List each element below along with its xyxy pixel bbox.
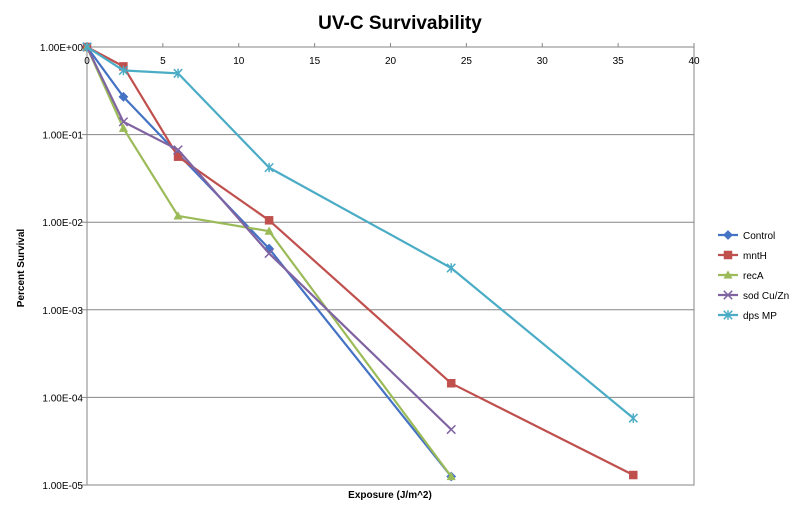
series-line	[86, 46, 634, 419]
x-tick-label: 40	[688, 56, 700, 67]
legend-item: mntH	[718, 250, 767, 262]
legend-label: dps MP	[743, 311, 777, 322]
y-axis-title: Percent Survival	[16, 229, 27, 308]
series-line	[86, 46, 634, 476]
x-tick-label: 35	[613, 56, 625, 67]
data-point	[446, 379, 456, 388]
legend-label: sod Cu/Zn	[743, 291, 789, 302]
series-group	[82, 42, 639, 482]
x-tick-label: 30	[537, 56, 549, 67]
y-tick-label: 1.00E-04	[42, 393, 83, 404]
data-point	[118, 123, 129, 132]
x-tick-label: 10	[233, 56, 245, 67]
data-point	[82, 42, 92, 52]
data-point	[118, 91, 129, 102]
y-tick-label: 1.00E-02	[42, 218, 83, 229]
data-point	[173, 152, 183, 161]
x-tick-label: 15	[309, 56, 321, 67]
series-sod-cu-zn	[82, 42, 456, 435]
x-tick-label: 20	[385, 56, 397, 67]
x-axis-title: Exposure (J/m^2)	[348, 490, 432, 501]
data-point	[173, 211, 183, 220]
legend-label: Control	[743, 231, 775, 242]
legend-marker	[723, 230, 733, 240]
y-axis-ticks: 1.00E+00 1.00E-01 1.00E-02 1.00E-03 1.00E-04…	[40, 43, 87, 492]
data-point	[118, 65, 129, 76]
legend-item: recA	[718, 270, 764, 282]
data-point	[629, 470, 638, 480]
data-point	[446, 263, 456, 273]
data-point	[264, 226, 274, 235]
data-point	[118, 117, 129, 127]
chart-title: UV-C Survivability	[318, 13, 482, 34]
series-dps-mp	[82, 42, 639, 423]
x-tick-label: 5	[160, 56, 166, 67]
legend-item: Control	[718, 230, 775, 242]
data-point	[173, 68, 183, 79]
x-tick-label: 0	[84, 56, 90, 67]
data-point	[264, 162, 274, 173]
y-tick-label: 1.00E-01	[42, 131, 83, 142]
legend-marker	[723, 310, 733, 320]
legend-marker	[723, 250, 733, 260]
data-point	[264, 248, 274, 259]
data-point	[628, 413, 639, 423]
data-point	[173, 145, 183, 155]
x-axis-ticks: 0 5 10 15 20 25 30 35 40	[84, 43, 700, 67]
legend-marker	[723, 290, 733, 300]
legend-item: dps MP	[718, 310, 777, 322]
legend-marker	[723, 270, 733, 279]
data-point	[264, 216, 274, 225]
legend-item: sod Cu/Zn	[718, 290, 789, 302]
legend-label: mntH	[743, 251, 767, 262]
x-tick-label: 25	[461, 56, 473, 67]
data-point	[446, 424, 456, 435]
y-tick-label: 1.00E-03	[42, 306, 83, 317]
legend: Control mntH recA sod Cu/Zn dps MP	[718, 230, 789, 322]
legend-label: recA	[743, 271, 764, 282]
data-point	[446, 471, 456, 481]
y-tick-label: 1.00E-05	[42, 481, 83, 492]
y-tick-label: 1.00E+00	[40, 43, 84, 54]
